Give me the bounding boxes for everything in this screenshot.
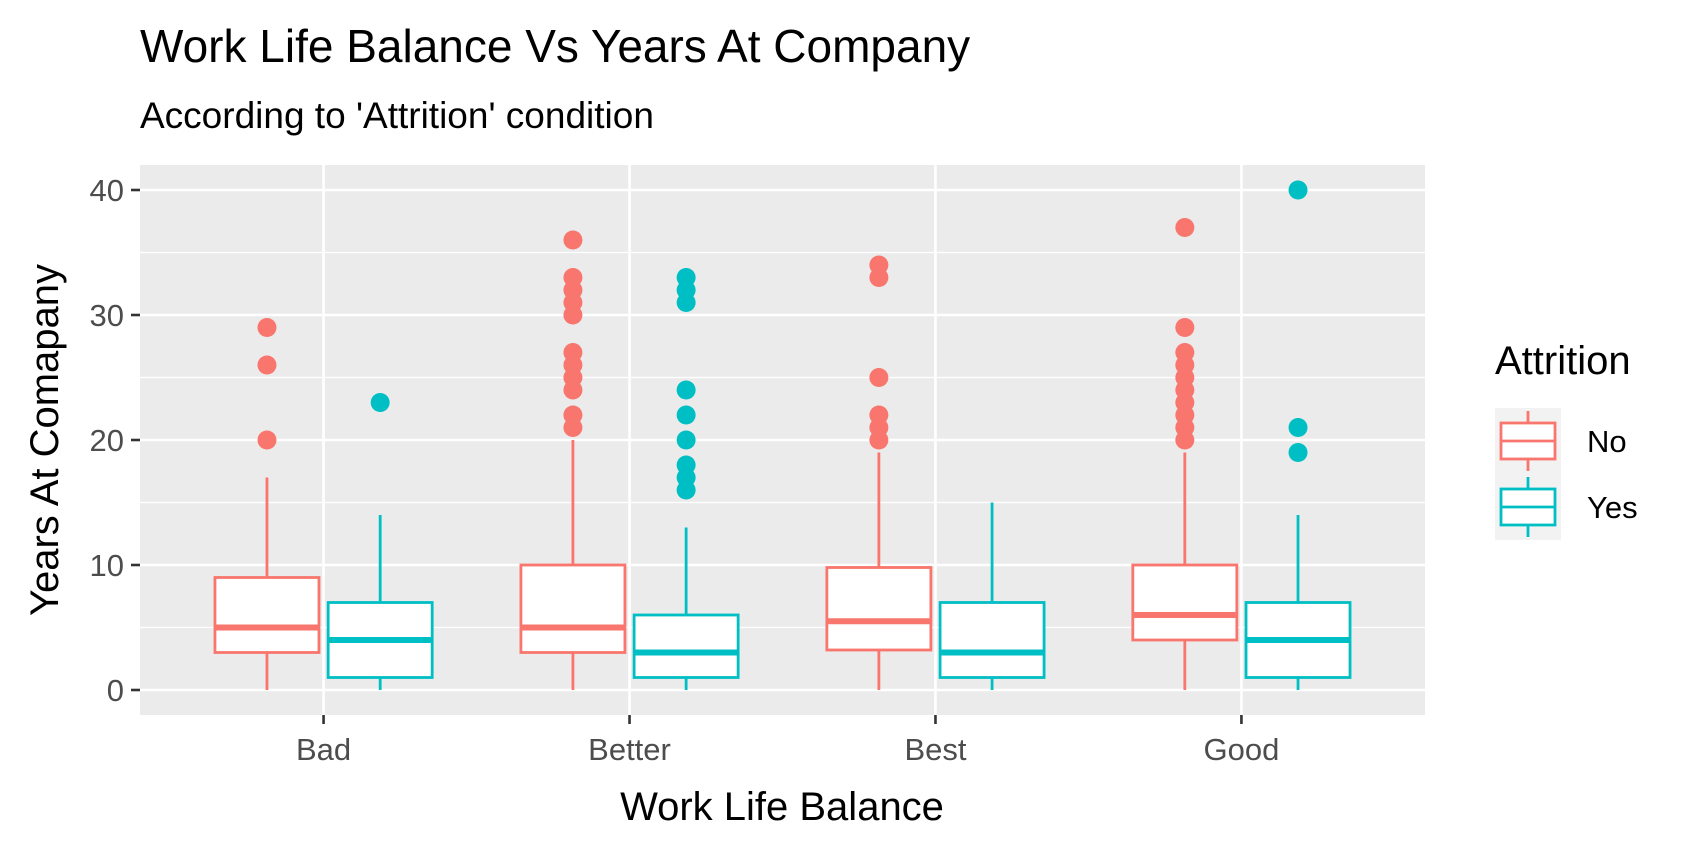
legend-title: Attrition [1495, 339, 1631, 383]
outlier-point [563, 268, 583, 287]
box-no-bad [213, 318, 321, 690]
outlier-point [869, 368, 889, 387]
box-yes-bad [326, 393, 434, 690]
axes: 0 10 20 30 40 Bad Better Best Good [90, 173, 1280, 767]
x-tick-label: Bad [296, 732, 351, 767]
legend-label: Yes [1587, 490, 1638, 525]
chart-title: Work Life Balance Vs Years At Company [140, 20, 970, 72]
outlier-point [370, 393, 390, 412]
iqr-box [825, 566, 933, 652]
outlier-point [676, 380, 696, 400]
outlier-point [1288, 418, 1308, 437]
outlier-point [676, 405, 696, 425]
outlier-point [563, 230, 583, 250]
outlier-point [1175, 318, 1195, 337]
x-axis-title: Work Life Balance [620, 785, 944, 829]
outlier-point [676, 455, 696, 475]
outlier-point [869, 405, 889, 425]
y-tick-label: 30 [90, 298, 124, 333]
box-no-good [1131, 218, 1239, 690]
box-yes-good [1244, 180, 1352, 690]
outlier-point [563, 405, 583, 425]
box-no-better [519, 230, 627, 690]
y-axis-title: Years At Comapany [23, 264, 67, 616]
box-yes-better [632, 268, 740, 690]
boxplot-layer [213, 180, 1352, 690]
iqr-box [632, 613, 740, 679]
outlier-point [257, 355, 277, 375]
box-no-best [825, 255, 933, 690]
legend-label: No [1587, 424, 1627, 459]
outlier-point [869, 255, 889, 275]
outlier-point [1175, 343, 1195, 362]
chart-subtitle: According to 'Attrition' condition [140, 95, 654, 136]
outlier-point [676, 430, 696, 450]
x-tick-label: Good [1204, 732, 1280, 767]
box-yes-best [938, 502, 1046, 690]
outlier-point [1288, 443, 1308, 462]
y-tick-label: 40 [90, 173, 124, 208]
outlier-point [1288, 180, 1308, 200]
outlier-point [563, 343, 583, 362]
x-tick-label: Best [904, 732, 966, 767]
outlier-point [1175, 218, 1195, 237]
outlier-point [257, 318, 277, 337]
x-tick-label: Better [588, 732, 671, 767]
iqr-box [519, 563, 627, 654]
y-tick-label: 0 [107, 673, 124, 708]
y-tick-label: 10 [90, 548, 124, 583]
outlier-point [257, 430, 277, 450]
legend-item-no: No [1495, 408, 1627, 474]
iqr-box [213, 576, 321, 654]
legend-item-yes: Yes [1495, 474, 1638, 540]
iqr-box [1131, 563, 1239, 642]
y-tick-label: 20 [90, 423, 124, 458]
grid-lines [140, 165, 1425, 715]
legend: Attrition No Yes [1495, 339, 1638, 540]
iqr-box [938, 601, 1046, 679]
outlier-point [676, 268, 696, 287]
